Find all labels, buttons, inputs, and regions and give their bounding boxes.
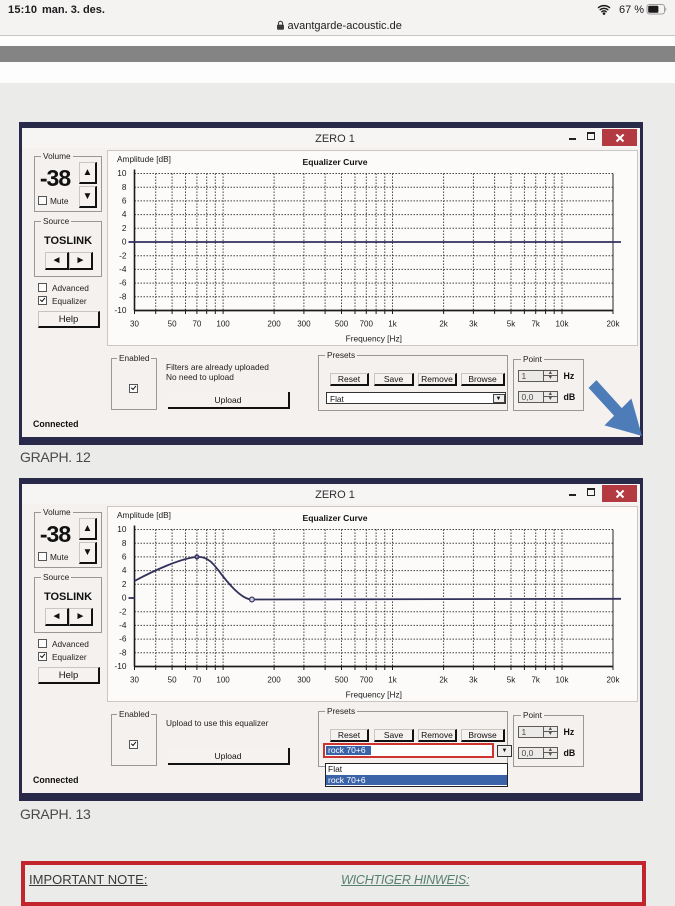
svg-text:2: 2 <box>122 579 127 589</box>
svg-text:20k: 20k <box>607 320 621 329</box>
svg-text:20k: 20k <box>607 676 621 685</box>
svg-text:100: 100 <box>216 320 230 329</box>
svg-text:2k: 2k <box>439 320 448 329</box>
svg-text:3k: 3k <box>469 676 478 685</box>
svg-text:-2: -2 <box>119 250 127 260</box>
svg-text:5k: 5k <box>507 320 516 329</box>
svg-text:6: 6 <box>122 552 127 562</box>
svg-text:-4: -4 <box>119 264 127 274</box>
svg-text:Frequency [Hz]: Frequency [Hz] <box>346 690 402 700</box>
svg-text:1k: 1k <box>388 320 397 329</box>
svg-text:4: 4 <box>122 565 127 575</box>
svg-text:10k: 10k <box>556 320 570 329</box>
svg-text:7k: 7k <box>531 676 540 685</box>
svg-text:8: 8 <box>122 538 127 548</box>
svg-text:6: 6 <box>122 196 127 206</box>
svg-text:-4: -4 <box>119 620 127 630</box>
svg-text:70: 70 <box>192 320 201 329</box>
svg-text:-2: -2 <box>119 606 127 616</box>
svg-text:Amplitude [dB]: Amplitude [dB] <box>117 510 171 520</box>
svg-text:50: 50 <box>168 320 177 329</box>
svg-text:10k: 10k <box>556 676 570 685</box>
svg-text:2k: 2k <box>439 676 448 685</box>
svg-text:200: 200 <box>267 320 281 329</box>
svg-text:300: 300 <box>297 676 311 685</box>
svg-text:2: 2 <box>122 223 127 233</box>
svg-text:500: 500 <box>335 320 349 329</box>
svg-text:Equalizer Curve: Equalizer Curve <box>303 157 368 167</box>
svg-text:30: 30 <box>130 320 139 329</box>
svg-text:5k: 5k <box>507 676 516 685</box>
svg-text:7k: 7k <box>531 320 540 329</box>
svg-text:50: 50 <box>168 676 177 685</box>
svg-text:-10: -10 <box>115 305 127 315</box>
svg-text:-6: -6 <box>119 278 127 288</box>
svg-text:1k: 1k <box>388 676 397 685</box>
svg-text:-10: -10 <box>115 661 127 671</box>
svg-text:500: 500 <box>335 676 349 685</box>
svg-text:-6: -6 <box>119 634 127 644</box>
svg-text:100: 100 <box>216 676 230 685</box>
svg-text:Equalizer Curve: Equalizer Curve <box>303 513 368 523</box>
svg-text:700: 700 <box>360 676 374 685</box>
svg-text:4: 4 <box>122 209 127 219</box>
svg-text:Amplitude [dB]: Amplitude [dB] <box>117 154 171 164</box>
svg-text:10: 10 <box>117 524 127 534</box>
svg-text:0: 0 <box>122 593 127 603</box>
svg-text:-8: -8 <box>119 647 127 657</box>
svg-text:70: 70 <box>192 676 201 685</box>
svg-text:3k: 3k <box>469 320 478 329</box>
svg-text:300: 300 <box>297 320 311 329</box>
svg-text:0: 0 <box>122 237 127 247</box>
svg-text:200: 200 <box>267 676 281 685</box>
svg-text:Frequency [Hz]: Frequency [Hz] <box>346 334 402 344</box>
svg-text:30: 30 <box>130 676 139 685</box>
svg-text:700: 700 <box>360 320 374 329</box>
svg-text:-8: -8 <box>119 291 127 301</box>
svg-text:8: 8 <box>122 182 127 192</box>
svg-text:10: 10 <box>117 168 127 178</box>
